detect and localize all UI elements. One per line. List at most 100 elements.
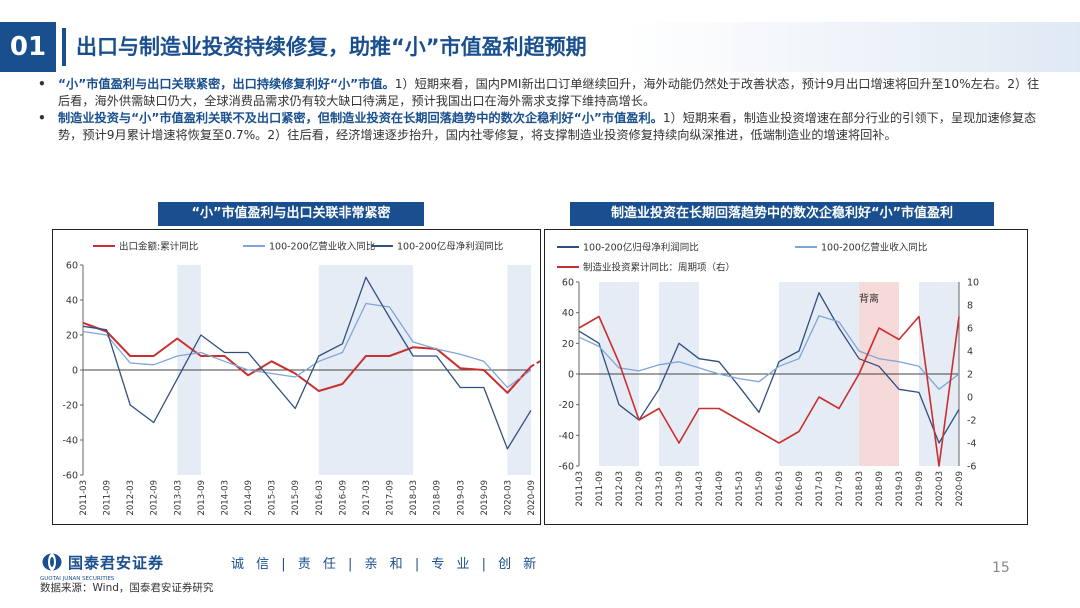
x-tick-label: 2020-03 [935, 471, 945, 507]
y-tick-label: -40 [558, 431, 574, 442]
x-tick-label: 2015-03 [735, 471, 745, 507]
x-tick-label: 2018-03 [855, 471, 865, 507]
x-tick-label: 2018-09 [433, 480, 443, 516]
series-line-1 [82, 302, 532, 389]
x-tick-label: 2013-03 [655, 471, 665, 507]
x-tick-label: 2015-09 [755, 471, 765, 507]
x-tick-label: 2015-03 [268, 480, 278, 516]
x-tick-label: 2012-03 [615, 471, 625, 507]
y-right-tick-label: 8 [967, 301, 973, 312]
x-tick-label: 2011-03 [79, 480, 89, 516]
bullet-dot: • [38, 77, 46, 91]
x-tick-label: 2011-03 [575, 471, 585, 507]
legend-label: 100-200亿营业收入同比 [821, 242, 927, 254]
y-tick-label: -20 [558, 400, 574, 411]
legend-label: 100-200亿母净利润同比 [397, 241, 503, 253]
x-tick-label: 2017-03 [815, 471, 825, 507]
x-tick-label: 2018-03 [409, 480, 419, 516]
x-tick-label: 2014-03 [695, 471, 705, 507]
y-right-tick-label: 2 [967, 370, 973, 381]
forecast-line [506, 351, 556, 394]
slide-title: 出口与制造业投资持续修复，助推“小”市值盈利超预期 [76, 35, 587, 59]
x-tick-label: 2017-03 [362, 480, 372, 516]
x-tick-label: 2020-09 [527, 480, 537, 516]
bullet-heading: 制造业投资与“小”市值盈利关联不及出口紧密，但制造业投资在长期回落趋势中的数次企… [58, 111, 663, 125]
x-tick-label: 2013-09 [197, 480, 207, 516]
logo-text-en: GUOTAI JUNAN SECURITIES [40, 576, 115, 582]
x-tick-label: 2012-09 [635, 471, 645, 507]
y-right-tick-label: -6 [967, 462, 976, 473]
x-tick-label: 2016-09 [795, 471, 805, 507]
slogan: 诚 信 | 责 任 | 亲 和 | 专 业 | 创 新 [231, 557, 541, 572]
series-line-2 [82, 276, 532, 450]
y-right-tick-label: 10 [967, 278, 979, 289]
y-right-tick-label: -2 [967, 416, 976, 427]
y-right-tick-label: 4 [967, 347, 973, 358]
x-tick-label: 2016-03 [315, 480, 325, 516]
bullet-item-export: • “小”市值盈利与出口关联紧密，出口持续修复利好“小”市值。1）短期来看，国内… [34, 76, 1044, 110]
x-tick-label: 2011-09 [595, 471, 605, 507]
legend-label: 100-200亿归母净利润同比 [583, 242, 699, 254]
x-tick-label: 2020-09 [955, 471, 965, 507]
y-tick-label: 60 [562, 278, 574, 289]
x-tick-label: 2014-03 [220, 480, 230, 516]
x-tick-label: 2017-09 [835, 471, 845, 507]
bullet-body: 1）短期来看，国内PMI新出口订单继续回升，海外动能仍然处于改善状态，预计9月出… [58, 77, 1040, 108]
logo-text-cn: 国泰君安证券 [68, 554, 165, 572]
bullet-item-manufacturing: • 制造业投资与“小”市值盈利关联不及出口紧密，但制造业投资在长期回落趋势中的数… [34, 110, 1044, 144]
bullet-dot: • [38, 111, 46, 125]
y-tick-label: 40 [562, 308, 574, 319]
legend-label: 100-200亿营业收入同比 [269, 241, 375, 253]
y-tick-label: 60 [66, 261, 78, 272]
annotation-label: 背离 [859, 292, 879, 305]
bullet-body: 1）短期来看，制造业投资增速在部分行业的引领下，呈现加速修复态势，预计9月累计增… [58, 111, 1037, 142]
x-tick-label: 2018-09 [875, 471, 885, 507]
slide-number: 01 [0, 22, 56, 72]
y-tick-label: -60 [62, 471, 78, 482]
x-tick-label: 2019-09 [915, 471, 925, 507]
x-tick-label: 2015-09 [291, 480, 301, 516]
y-tick-label: -20 [62, 401, 78, 412]
chart-2-title: 制造业投资在长期回落趋势中的数次企稳利好“小”市值盈利 [570, 202, 994, 226]
legend-label: 制造业投资累计同比：周期项（右） [583, 262, 735, 274]
x-tick-label: 2016-09 [338, 480, 348, 516]
page-number: 15 [992, 560, 1010, 576]
y-tick-label: -60 [558, 462, 574, 473]
x-tick-label: 2014-09 [244, 480, 254, 516]
x-tick-label: 2012-03 [126, 480, 136, 516]
bullet-heading: “小”市值盈利与出口关联紧密，出口持续修复利好“小”市值。 [58, 77, 395, 91]
bullet-list: • “小”市值盈利与出口关联紧密，出口持续修复利好“小”市值。1）短期来看，国内… [34, 76, 1044, 144]
series-line-0 [578, 292, 960, 444]
x-tick-label: 2011-09 [103, 480, 113, 516]
legend-label: 出口金额:累计同比 [119, 241, 198, 253]
y-tick-label: 20 [66, 331, 78, 342]
x-tick-label: 2019-03 [456, 480, 466, 516]
data-source: 数据来源：Wind，国泰君安证券研究 [40, 582, 214, 594]
series-line-1 [578, 315, 960, 390]
y-tick-label: 0 [72, 366, 78, 377]
y-tick-label: 40 [66, 296, 78, 307]
chart-2-frame: 60 40 20 0 -20 -40 -60 10 8 6 4 2 0 -2 -4 -6 2011-03 2011… [544, 229, 1028, 525]
slide-header: 01 出口与制造业投资持续修复，助推“小”市值盈利超预期 [0, 22, 1080, 72]
x-tick-label: 2012-09 [150, 480, 160, 516]
x-tick-label: 2019-09 [480, 480, 490, 516]
logo-mark-icon [42, 553, 62, 571]
x-tick-label: 2019-03 [895, 471, 905, 507]
title-bar [62, 22, 1080, 72]
y-right-tick-label: 6 [967, 324, 973, 335]
y-right-tick-label: -4 [967, 439, 976, 450]
y-tick-label: 0 [568, 370, 574, 381]
y-right-tick-label: 0 [967, 393, 973, 404]
series-line-2 [578, 315, 960, 467]
chart-1-frame: 60 40 20 0 -20 -40 -60 2011-03 2011-09 2012-03 201… [52, 229, 556, 525]
y-tick-label: 20 [562, 339, 574, 350]
y-tick-label: -40 [62, 436, 78, 447]
chart-1-title: “小”市值盈利与出口关联非常紧密 [158, 202, 424, 226]
title-accent [62, 28, 66, 66]
x-tick-label: 2020-03 [503, 480, 513, 516]
x-tick-label: 2017-09 [386, 480, 396, 516]
x-tick-label: 2013-09 [675, 471, 685, 507]
x-tick-label: 2016-03 [775, 471, 785, 507]
x-tick-label: 2013-03 [173, 480, 183, 516]
